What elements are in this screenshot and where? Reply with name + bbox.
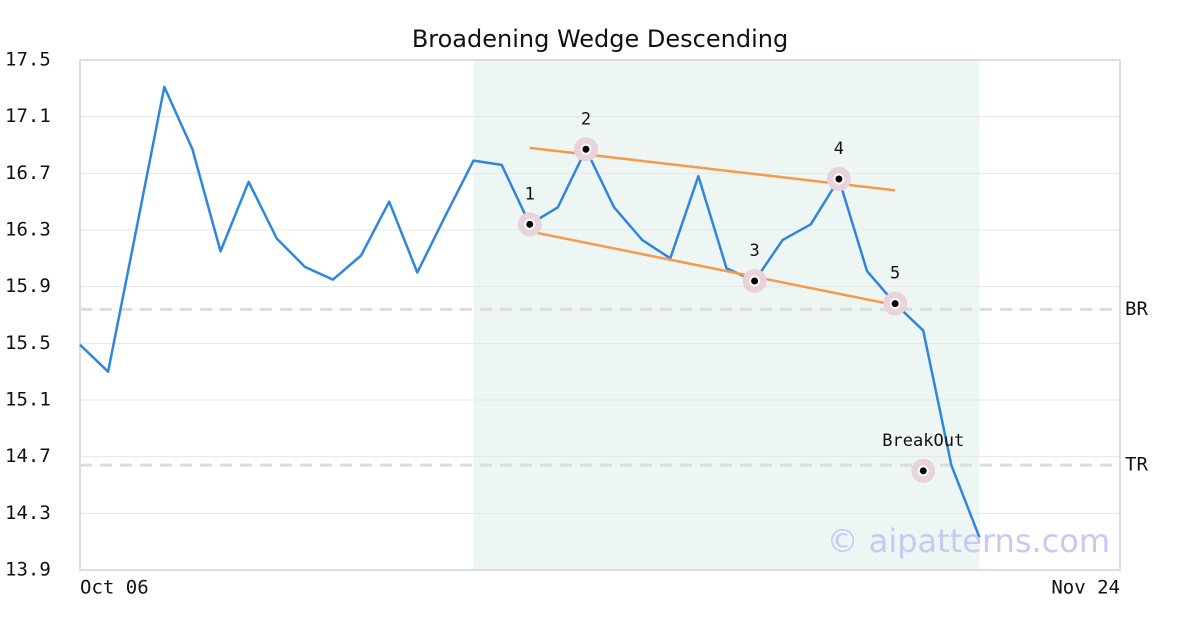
pattern-point-label: 5 bbox=[890, 264, 900, 284]
pattern-point bbox=[833, 173, 845, 185]
shaded-range bbox=[473, 60, 980, 570]
pattern-point-label: 1 bbox=[525, 184, 535, 204]
watermark: © aipatterns.com bbox=[827, 522, 1110, 560]
y-tick-label: 16.3 bbox=[5, 219, 51, 241]
y-tick-label: 17.5 bbox=[5, 49, 51, 71]
x-tick-label: Nov 24 bbox=[1051, 577, 1120, 599]
y-tick-label: 14.3 bbox=[5, 502, 51, 524]
y-tick-label: 15.1 bbox=[5, 389, 51, 411]
y-tick-label: 16.7 bbox=[5, 162, 51, 184]
x-tick-label: Oct 06 bbox=[80, 577, 149, 599]
reference-label: TR bbox=[1125, 454, 1148, 476]
chart-title: Broadening Wedge Descending bbox=[412, 25, 788, 53]
pattern-point-label: 3 bbox=[749, 241, 759, 261]
pattern-point bbox=[889, 298, 901, 310]
pattern-point-label: BreakOut bbox=[882, 431, 964, 451]
reference-label: BR bbox=[1125, 298, 1148, 320]
y-tick-label: 15.5 bbox=[5, 332, 51, 354]
pattern-point bbox=[917, 465, 929, 477]
plot-frame bbox=[79, 59, 1121, 571]
pattern-point bbox=[749, 275, 761, 287]
y-tick-label: 15.9 bbox=[5, 275, 51, 297]
trend-line bbox=[529, 230, 896, 307]
pattern-point-label: 4 bbox=[834, 139, 844, 159]
y-tick-label: 14.7 bbox=[5, 445, 51, 467]
y-tick-label: 13.9 bbox=[5, 559, 51, 581]
pattern-point bbox=[524, 218, 536, 230]
pattern-point bbox=[580, 143, 592, 155]
pattern-point-label: 2 bbox=[581, 109, 591, 129]
y-tick-label: 17.1 bbox=[5, 105, 51, 127]
